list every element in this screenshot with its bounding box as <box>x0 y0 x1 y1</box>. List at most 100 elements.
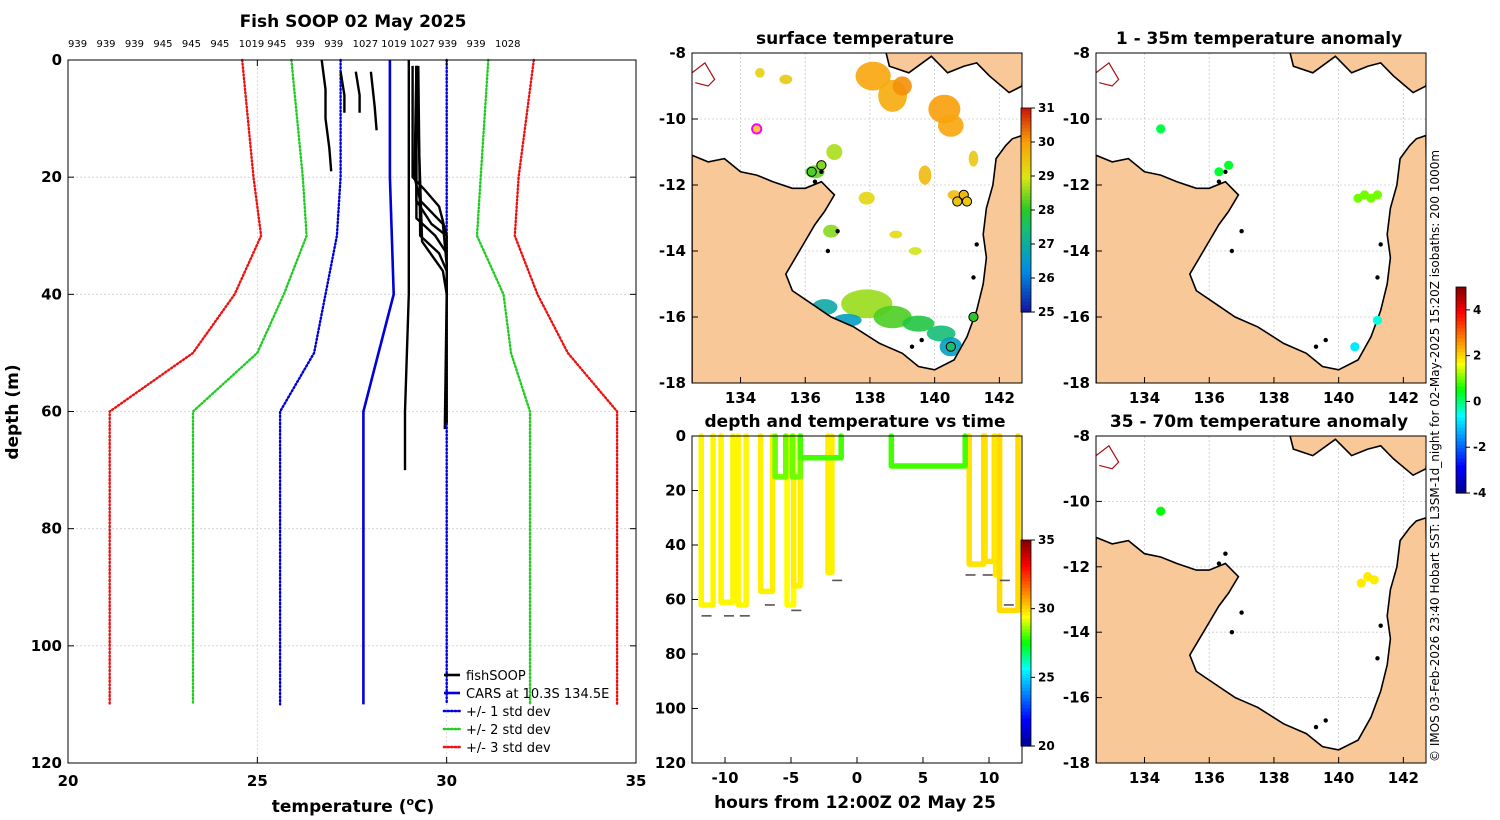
colorbar-segment <box>1021 697 1031 702</box>
colorbar-segment <box>1021 199 1031 204</box>
colorbar-segment <box>1456 393 1466 398</box>
x-tick-label: 134 <box>1129 769 1160 787</box>
colorbar-label: 25 <box>1038 670 1055 684</box>
colorbar-segment <box>1456 420 1466 425</box>
colorbar-segment <box>1456 444 1466 449</box>
sst-patch <box>779 74 793 85</box>
island <box>1313 724 1319 730</box>
colorbar-segment <box>1021 196 1031 201</box>
colorbar-segment <box>1021 667 1031 672</box>
anomaly-deep-title: 35 - 70m temperature anomaly <box>1110 412 1408 432</box>
colorbar-segment <box>1021 114 1031 119</box>
dive-trace <box>698 433 716 608</box>
x-tick-label: 136 <box>790 389 821 407</box>
sst-patch <box>755 68 765 78</box>
colorbar-segment <box>1021 570 1031 575</box>
colorbar-segment <box>1456 335 1466 340</box>
colorbar-segment <box>1021 567 1031 572</box>
top-label: 945 <box>153 39 172 50</box>
series-cars-mean <box>362 60 396 705</box>
colorbar-segment <box>1021 159 1031 163</box>
colorbar-segment <box>1021 577 1031 582</box>
colorbar-segment <box>1021 244 1031 248</box>
colorbar-frame <box>1020 539 1032 747</box>
station-marker <box>961 196 973 207</box>
x-tick-label: 142 <box>984 389 1015 407</box>
colorbar-segment <box>1456 362 1466 367</box>
sst-patch <box>892 76 912 96</box>
anomaly-shallow-title: 1 - 35m temperature anomaly <box>1116 29 1402 49</box>
colorbar-segment <box>1456 489 1466 494</box>
island <box>1313 344 1319 349</box>
colorbar-segment <box>1021 152 1031 157</box>
colorbar-segment <box>1021 145 1031 150</box>
y-tick-label: -16 <box>1063 689 1090 707</box>
colorbar-segment <box>1456 462 1466 467</box>
profile-x-label: temperature (oC) <box>272 795 435 817</box>
colorbar-segment <box>1021 233 1031 238</box>
colorbar-segment <box>1456 352 1466 357</box>
y-tick-label: 80 <box>41 520 62 538</box>
shallow-trace <box>797 433 844 461</box>
top-label: 939 <box>324 39 343 50</box>
x-tick-label: 30 <box>436 772 457 790</box>
colorbar-segment <box>1021 584 1031 589</box>
colorbar-segment <box>1456 448 1466 453</box>
island <box>1216 179 1222 184</box>
colorbar-segment <box>1456 328 1466 333</box>
x-tick-label: 25 <box>247 772 268 790</box>
colorbar-label: 2 <box>1473 349 1481 363</box>
legend-entry: +/- 2 std dev <box>466 723 551 738</box>
colorbar-segment <box>1021 108 1031 112</box>
x-tick-label: 0 <box>852 769 862 787</box>
colorbar-segment <box>1021 230 1031 235</box>
y-tick-label: 80 <box>665 645 686 663</box>
colorbar-segment <box>1021 257 1031 262</box>
station-marker <box>1350 342 1360 352</box>
time-panel: depth and temperature vs time -10 -5 0 5 100… <box>655 412 1055 813</box>
island <box>825 248 831 254</box>
y-tick-label: 20 <box>41 168 62 186</box>
sst-colorbar: 31 30 29 28 27 26 25 <box>1020 101 1055 319</box>
colorbar-segment <box>1021 725 1031 730</box>
colorbar-segment <box>1021 308 1031 313</box>
colorbar-segment <box>1456 287 1466 292</box>
station-marker <box>1369 575 1379 585</box>
colorbar-segment <box>1021 148 1031 153</box>
x-tick-label: 5 <box>918 769 928 787</box>
sst-map-panel: surface temperature 134 136 138 140 142 -8 -10… <box>659 29 1055 407</box>
anomaly-colorbar: 4 2 0 -2 -4 <box>1455 286 1486 500</box>
colorbar-segment <box>1021 250 1031 255</box>
y-tick-label: 40 <box>41 285 62 303</box>
colorbar-segment <box>1456 372 1466 377</box>
colorbar-segment <box>1021 557 1031 562</box>
y-tick-label: 0 <box>676 427 686 445</box>
y-tick-label: -12 <box>1063 176 1090 194</box>
sst-patch <box>858 191 875 205</box>
colorbar-segment <box>1021 715 1031 720</box>
colorbar-segment <box>1456 383 1466 388</box>
colorbar-label: 26 <box>1038 271 1055 285</box>
top-label: 939 <box>96 39 115 50</box>
colorbar-segment <box>1021 271 1031 276</box>
y-tick-label: -14 <box>1063 623 1090 641</box>
colorbar-segment <box>1021 291 1031 296</box>
series--1-std <box>278 58 342 706</box>
colorbar-segment <box>1021 550 1031 555</box>
colorbar-segment <box>1021 711 1031 716</box>
plot-bg <box>692 436 1022 763</box>
fishsoop-profile <box>354 71 361 113</box>
colorbar-segment <box>1021 111 1031 116</box>
colorbar-segment <box>1456 317 1466 322</box>
island-coastline <box>1096 62 1120 87</box>
colorbar-segment <box>1021 581 1031 586</box>
anomaly-shallow-map: 134 136 138 140 142 -8 -10 -12 -14 -16 -18 <box>1063 44 1427 407</box>
time-colorbar: 35 30 25 20 <box>1020 533 1055 753</box>
station-marker <box>1372 315 1383 325</box>
colorbar-segment <box>1456 455 1466 460</box>
colorbar-segment <box>1456 379 1466 384</box>
profile-top-labels: 939 939 939 945 945 945 1019 945 939 939 1027 1019 1… <box>68 39 520 50</box>
colorbar-segment <box>1456 348 1466 353</box>
colorbar-segment <box>1021 540 1031 545</box>
mainland <box>1096 516 1426 763</box>
